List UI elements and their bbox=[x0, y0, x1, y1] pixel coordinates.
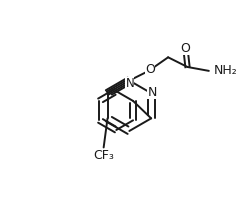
Text: O: O bbox=[145, 63, 155, 76]
Text: N: N bbox=[148, 86, 157, 99]
Text: CF₃: CF₃ bbox=[93, 149, 114, 162]
Text: N: N bbox=[125, 77, 134, 90]
Text: NH₂: NH₂ bbox=[214, 64, 237, 77]
Text: O: O bbox=[181, 42, 191, 55]
